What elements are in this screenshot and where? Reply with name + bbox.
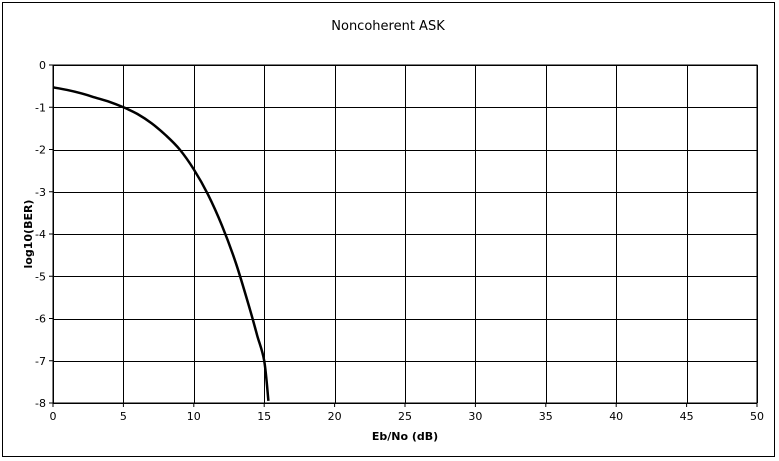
- x-tick-label-0: 0: [50, 410, 57, 423]
- x-tick-label-40: 40: [609, 410, 623, 423]
- y-tick-label-neg5: -5: [35, 270, 46, 283]
- x-tick-label-5: 5: [120, 410, 127, 423]
- grid-lines: [49, 64, 758, 407]
- chart-title: Noncoherent ASK: [331, 19, 445, 34]
- y-tick-label-neg1: -1: [35, 101, 46, 114]
- x-tick-label-20: 20: [328, 410, 342, 423]
- x-tick-label-50: 50: [750, 410, 764, 423]
- series-group: [52, 86, 270, 402]
- y-tick-label-neg2: -2: [35, 144, 46, 157]
- series-line-0: [52, 86, 270, 402]
- y-tick-label-0: 0: [39, 59, 46, 72]
- x-tick-label-25: 25: [398, 410, 412, 423]
- tick-labels: 0 5 10 15 20 25 30 35 40 45 50 0 -1 -2 -3 -4 -5 -6 -7 -8: [35, 59, 764, 423]
- y-tick-label-neg8: -8: [35, 397, 46, 410]
- y-tick-label-neg6: -6: [35, 313, 46, 326]
- y-tick-label-neg4: -4: [35, 228, 46, 241]
- x-tick-label-10: 10: [187, 410, 201, 423]
- x-tick-label-15: 15: [257, 410, 271, 423]
- x-tick-label-30: 30: [468, 410, 482, 423]
- x-axis-title: Eb/No (dB): [372, 430, 438, 443]
- y-axis-title: log10(BER): [22, 200, 35, 269]
- x-tick-label-45: 45: [680, 410, 694, 423]
- y-tick-label-neg3: -3: [35, 186, 46, 199]
- x-tick-label-35: 35: [539, 410, 553, 423]
- y-tick-label-neg7: -7: [35, 355, 46, 368]
